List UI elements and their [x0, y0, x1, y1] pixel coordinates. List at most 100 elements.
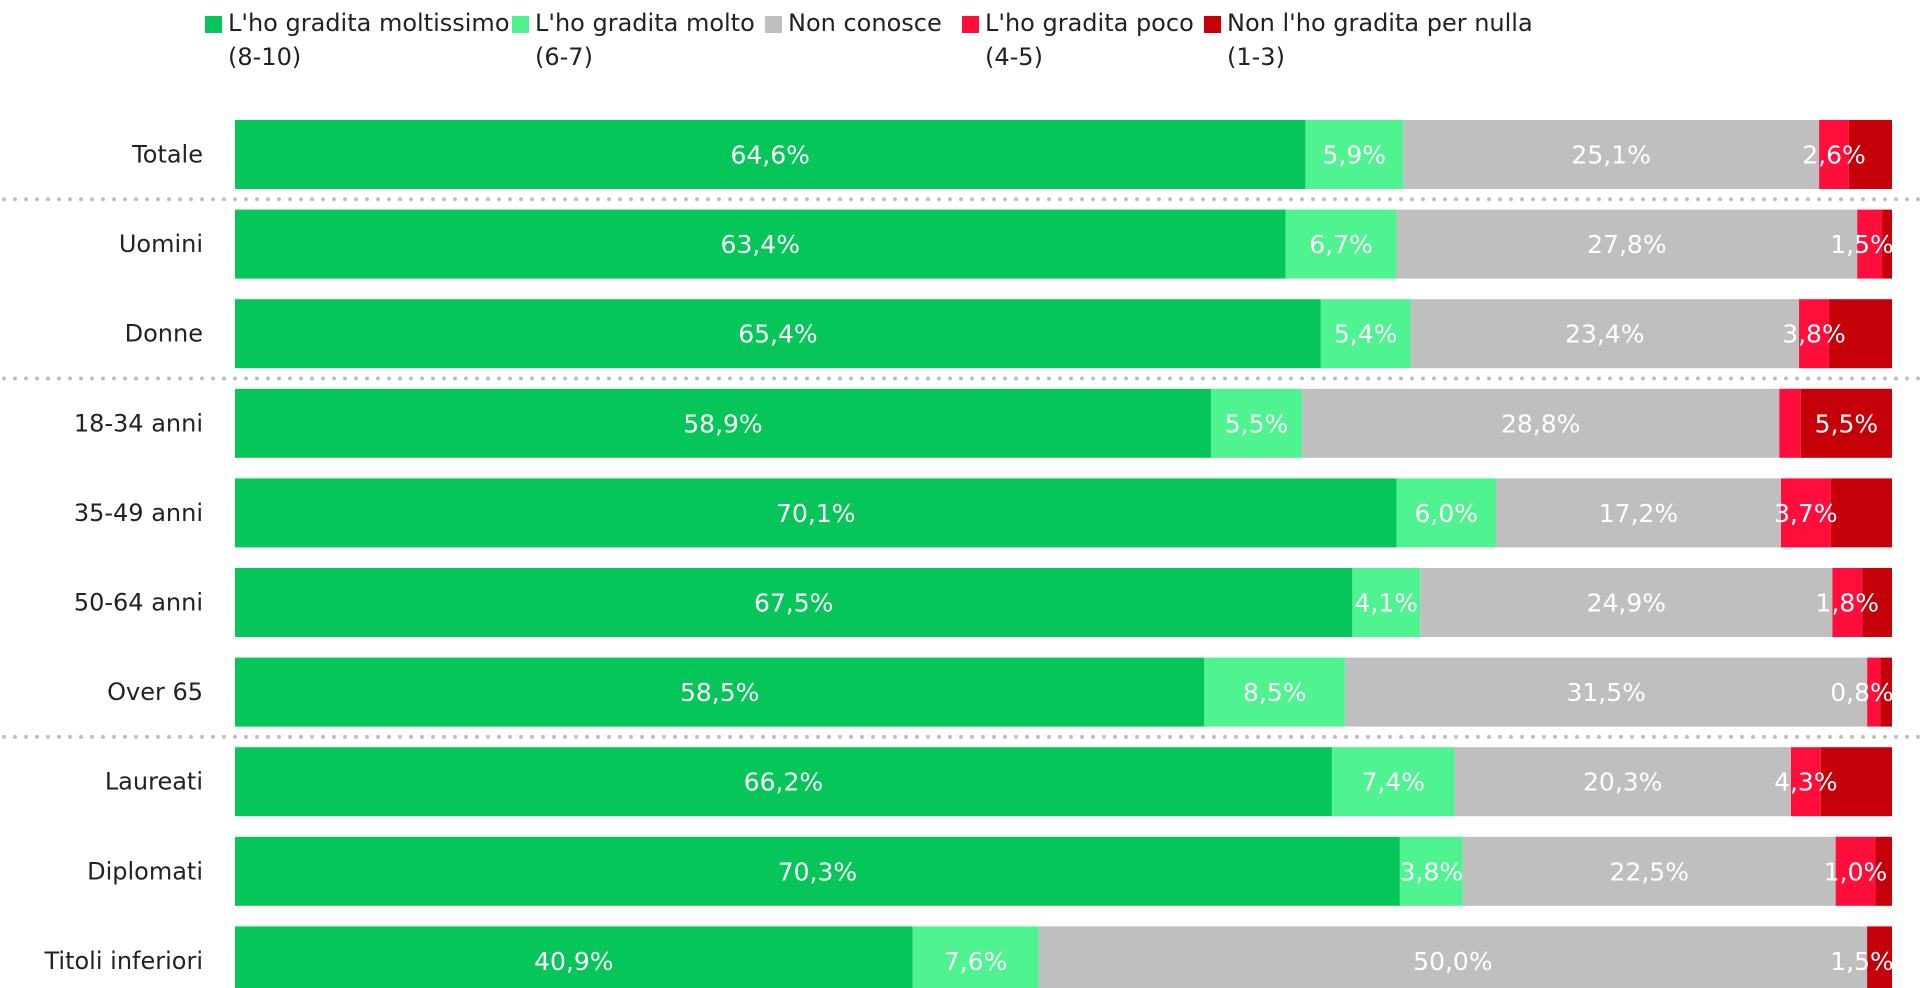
- bar-segment: [1352, 568, 1421, 637]
- category-label: Donne: [125, 320, 203, 348]
- legend-item-molto: L'ho gradita molto (6-7): [512, 6, 755, 74]
- data-label: 66,2%: [744, 768, 823, 797]
- bar-segment: [1396, 209, 1858, 279]
- bar-segment: [1420, 568, 1833, 637]
- bar-segment: [235, 209, 1286, 279]
- category-label: Over 65: [107, 678, 203, 706]
- bar-segment: [1305, 120, 1404, 189]
- bar-segment: [1800, 388, 1892, 458]
- category-label: Diplomati: [87, 857, 203, 885]
- bar-segment: [1038, 926, 1868, 988]
- bar-segment: [1403, 120, 1820, 189]
- data-label: 64,6%: [731, 141, 810, 170]
- data-label: 63,4%: [721, 230, 800, 259]
- data-label: 28,8%: [1501, 409, 1580, 438]
- legend-sublabel: (1-3): [1227, 43, 1285, 71]
- legend-item-molto-molto: L'ho gradita moltissimo (8-10): [205, 6, 510, 74]
- bar-segment: [1867, 926, 1892, 988]
- data-label: 24,9%: [1587, 589, 1666, 618]
- legend-label: L'ho gradita poco: [985, 9, 1194, 37]
- legend-sublabel: (6-7): [535, 43, 593, 71]
- legend-swatch: [765, 16, 782, 33]
- data-label: 1,8%: [1816, 589, 1880, 618]
- bar-segment: [1780, 478, 1831, 548]
- data-label: 2,6%: [1802, 141, 1866, 170]
- bar-segment: [235, 568, 1353, 637]
- data-label: 40,9%: [534, 947, 613, 976]
- bar-segment: [1882, 209, 1892, 279]
- bar-segment: [1410, 299, 1800, 369]
- bar-segment: [1345, 657, 1868, 727]
- data-label: 6,0%: [1415, 499, 1479, 528]
- bar-segment: [1285, 209, 1397, 279]
- data-label: 5,4%: [1334, 320, 1398, 349]
- bar-segment: [1848, 120, 1892, 189]
- bar-segment: [235, 747, 1332, 817]
- legend-sublabel: (8-10): [228, 43, 302, 71]
- bar-segment: [1819, 120, 1849, 189]
- bar-segment: [1210, 388, 1303, 458]
- data-label: 5,9%: [1323, 141, 1387, 170]
- bar-segment: [235, 478, 1397, 548]
- data-label: 65,4%: [738, 320, 817, 349]
- data-label: 27,8%: [1587, 230, 1666, 259]
- bar-segment: [1857, 209, 1883, 279]
- data-label: 3,7%: [1774, 499, 1838, 528]
- bar-segment: [235, 836, 1400, 906]
- data-label: 22,5%: [1610, 857, 1689, 886]
- bar-segment: [1875, 836, 1892, 906]
- data-label: 1,5%: [1830, 230, 1894, 259]
- bar-segment: [235, 657, 1205, 727]
- bar-segment: [235, 926, 913, 988]
- legend-label: L'ho gradita molto: [535, 9, 755, 37]
- category-label: Uomini: [119, 230, 203, 258]
- bar-segment: [1880, 657, 1892, 727]
- legend-item-per-nulla: Non l'ho gradita per nulla (1-3): [1204, 6, 1533, 74]
- data-label: 70,3%: [778, 857, 857, 886]
- legend-swatch: [1204, 16, 1221, 33]
- data-label: 8,5%: [1243, 678, 1307, 707]
- data-label: 4,3%: [1774, 768, 1838, 797]
- data-label: 58,5%: [680, 678, 759, 707]
- bar-segment: [1320, 299, 1411, 369]
- bar-segment: [1454, 747, 1791, 817]
- bar-segment: [1495, 478, 1781, 548]
- bar-segment: [1204, 657, 1346, 727]
- category-label: Totale: [131, 141, 203, 169]
- data-label: 3,8%: [1782, 320, 1846, 349]
- category-label: 18-34 anni: [74, 409, 203, 437]
- bar-segment: [1820, 747, 1892, 817]
- bar-segment: [1830, 478, 1892, 548]
- data-label: 0,8%: [1830, 678, 1894, 707]
- legend-label: Non conosce: [788, 9, 942, 37]
- bar-segment: [1462, 836, 1836, 906]
- legend-sublabel: (4-5): [985, 43, 1043, 71]
- bar-segment: [1779, 388, 1801, 458]
- data-label: 1,0%: [1824, 857, 1888, 886]
- data-label: 5,5%: [1815, 409, 1879, 438]
- legend-label: L'ho gradita moltissimo: [228, 9, 510, 37]
- category-label: Laureati: [105, 768, 203, 796]
- data-label: 31,5%: [1566, 678, 1645, 707]
- legend-swatch: [205, 16, 222, 33]
- data-label: 4,1%: [1355, 589, 1419, 618]
- category-label: Titoli inferiori: [44, 947, 204, 975]
- data-label: 67,5%: [754, 589, 833, 618]
- data-label: 7,4%: [1361, 768, 1425, 797]
- data-label: 17,2%: [1599, 499, 1678, 528]
- data-label: 25,1%: [1571, 141, 1650, 170]
- bar-segment: [1331, 747, 1455, 817]
- bar-segment: [235, 299, 1321, 369]
- data-label: 23,4%: [1565, 320, 1644, 349]
- data-label: 6,7%: [1309, 230, 1373, 259]
- data-label: 58,9%: [683, 409, 762, 438]
- bar-segment: [235, 120, 1306, 189]
- bar-segment: [1790, 747, 1821, 817]
- legend-item-poco: L'ho gradita poco (4-5): [962, 6, 1194, 74]
- data-label: 7,6%: [944, 947, 1008, 976]
- bar-segment: [1799, 299, 1829, 369]
- data-label: 20,3%: [1583, 768, 1662, 797]
- bar-segment: [1832, 568, 1863, 637]
